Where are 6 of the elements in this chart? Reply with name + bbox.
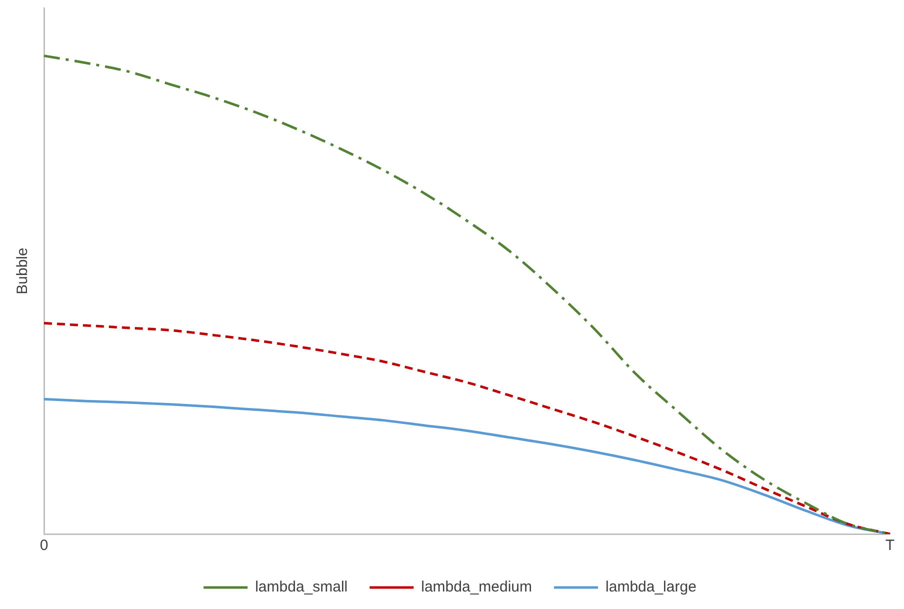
x-tick-label: 0 (40, 537, 48, 554)
y-axis-title: Bubble (14, 248, 32, 294)
x-tick-label: T (885, 537, 895, 554)
legend-label: lambda_large (606, 578, 696, 596)
legend-label: lambda_medium (421, 578, 532, 596)
legend-label: lambda_small (255, 578, 348, 596)
